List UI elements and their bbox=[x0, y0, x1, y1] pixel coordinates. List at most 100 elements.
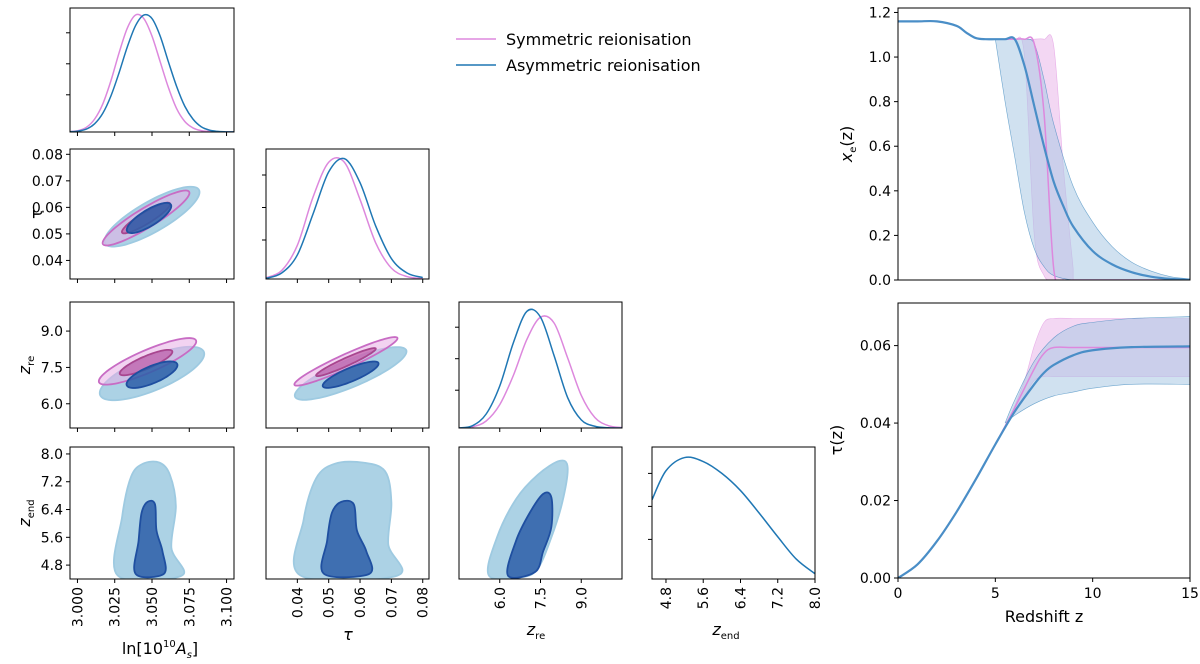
tauz-y-label: τ(z) bbox=[827, 425, 846, 456]
y-tick-label: 0.08 bbox=[32, 147, 63, 163]
zend-x-label: zend bbox=[711, 620, 739, 642]
symmetric-reionisation-curve bbox=[266, 156, 423, 279]
y-tick-label: 7.5 bbox=[41, 360, 63, 376]
symmetric-reionisation-curve bbox=[70, 13, 234, 132]
x-tick-label: 8.0 bbox=[808, 587, 824, 609]
asymmetric-68-contour bbox=[506, 491, 554, 579]
asymmetric-reionisation-curve bbox=[652, 456, 815, 575]
y-tick-label: 8.0 bbox=[41, 447, 63, 463]
asymmetric-68-contour bbox=[133, 499, 167, 579]
x-tick-label: 7.2 bbox=[771, 587, 787, 609]
x-tick-label: 0.06 bbox=[353, 587, 369, 618]
tau-1d-posterior-panel bbox=[266, 156, 423, 279]
x-tick-label: 9.0 bbox=[574, 587, 590, 609]
zend-vs-tau-contour-panel bbox=[292, 460, 404, 579]
tauz-frame bbox=[897, 302, 1191, 579]
x-tick-label: 4.8 bbox=[659, 587, 675, 609]
x-tick-label: 3.075 bbox=[182, 587, 198, 627]
tau-y-label: τ bbox=[27, 209, 46, 219]
x-tick-label: 3.025 bbox=[108, 587, 124, 627]
y-tick-label: 0.06 bbox=[860, 339, 891, 355]
zend-x-ticks: 4.8 5.6 6.4 7.2 8.0 bbox=[659, 579, 824, 609]
zre-x-ticks: 6.0 7.5 9.0 bbox=[493, 579, 590, 609]
y-tick-label: 0.2 bbox=[869, 228, 891, 244]
tau-1d-frame bbox=[265, 148, 430, 280]
y-tick-label: 6.4 bbox=[41, 503, 63, 519]
xe-frame bbox=[897, 7, 1191, 281]
x-tick-label: 0.08 bbox=[416, 587, 432, 618]
one-d-panel-ticks bbox=[66, 32, 652, 540]
zend-y-label: zend bbox=[15, 499, 37, 527]
x-tick-label: 0.04 bbox=[290, 587, 306, 618]
x-tick-label: 15 bbox=[1181, 586, 1199, 602]
asymmetric-68-contour bbox=[320, 499, 374, 579]
legend-symmetric-label: Symmetric reionisation bbox=[506, 30, 692, 49]
y-tick-label: 9.0 bbox=[41, 324, 63, 340]
y-tick-label: 0.07 bbox=[32, 174, 63, 190]
x-tick-label: 0.05 bbox=[322, 587, 338, 618]
legend-asymmetric-label: Asymmetric reionisation bbox=[506, 56, 701, 75]
as-x-ticks: 3.000 3.025 3.050 3.075 3.100 bbox=[70, 579, 236, 627]
legend: Symmetric reionisation Asymmetric reioni… bbox=[456, 30, 701, 75]
x-tick-label: 5.6 bbox=[696, 587, 712, 609]
y-tick-label: 4.8 bbox=[41, 558, 63, 574]
y-tick-label: 0.05 bbox=[32, 227, 63, 243]
asymmetric-reionisation-band bbox=[994, 38, 1190, 280]
asymmetric-reionisation-curve bbox=[266, 157, 423, 279]
x-tick-label: 7.5 bbox=[534, 587, 550, 609]
xe-y-label: xe(z) bbox=[837, 126, 859, 164]
asymmetric-68-contour bbox=[125, 360, 179, 389]
zre-1d-posterior-panel bbox=[459, 308, 622, 428]
tauz-y-ticks: 0.06 0.04 0.02 0.00 bbox=[860, 339, 898, 587]
redshift-x-ticks: 0 5 10 15 bbox=[894, 578, 1199, 602]
x-tick-label: 3.050 bbox=[145, 587, 161, 627]
x-tick-label: 3.100 bbox=[220, 587, 236, 627]
redshift-x-label: Redshift z bbox=[1005, 607, 1083, 626]
as-x-label: ln[1010As] bbox=[122, 639, 198, 661]
zend-vs-zre-contour-panel bbox=[486, 459, 569, 579]
xe-panel bbox=[898, 19, 1190, 280]
xe-y-ticks: 1.2 1.0 0.8 0.6 0.4 0.2 0.0 bbox=[869, 5, 898, 289]
x-tick-label: 6.0 bbox=[493, 587, 509, 609]
asymmetric-reionisation-line bbox=[898, 19, 1190, 280]
y-tick-label: 7.2 bbox=[41, 475, 63, 491]
y-tick-label: 0.0 bbox=[869, 273, 891, 289]
y-tick-label: 6.0 bbox=[41, 397, 63, 413]
y-tick-label: 0.6 bbox=[869, 139, 891, 155]
symmetric-reionisation-curve bbox=[459, 315, 622, 428]
asymmetric-reionisation-band bbox=[1004, 316, 1190, 424]
asymmetric-reionisation-line bbox=[898, 345, 1190, 578]
y-tick-label: 1.2 bbox=[869, 5, 891, 21]
zre-vs-as-contour-panel bbox=[97, 337, 206, 402]
x-tick-label: 0 bbox=[894, 586, 903, 602]
y-tick-label: 0.00 bbox=[860, 571, 891, 587]
asymmetric-68-contour bbox=[321, 360, 380, 389]
zre-vs-tau-frame bbox=[265, 301, 430, 429]
as-1d-posterior-panel bbox=[70, 13, 234, 132]
x-tick-label: 6.4 bbox=[733, 587, 749, 609]
zre-x-label: zre bbox=[526, 620, 545, 642]
asymmetric-reionisation-curve bbox=[459, 308, 622, 428]
y-tick-label: 0.04 bbox=[860, 416, 891, 432]
tauz-panel bbox=[898, 316, 1190, 578]
zre-y-label: zre bbox=[15, 356, 37, 375]
zend-1d-frame bbox=[651, 446, 816, 580]
zre-y-ticks: 9.0 7.5 6.0 bbox=[41, 324, 70, 413]
zre-1d-frame bbox=[458, 301, 623, 429]
y-tick-label: 0.06 bbox=[32, 200, 63, 216]
x-tick-label: 0.07 bbox=[384, 587, 400, 618]
zend-vs-as-contour-panel bbox=[113, 460, 185, 579]
x-tick-label: 10 bbox=[1084, 586, 1102, 602]
zend-vs-tau-frame bbox=[265, 446, 430, 580]
tau-x-label: τ bbox=[343, 625, 353, 644]
asymmetric-68-contour bbox=[125, 201, 173, 234]
tau-y-ticks: 0.08 0.07 0.06 0.05 0.04 bbox=[32, 147, 70, 269]
tau-vs-as-contour-panel bbox=[101, 185, 201, 248]
zend-1d-posterior-panel bbox=[652, 456, 815, 575]
tau-x-ticks: 0.04 0.05 0.06 0.07 0.08 bbox=[290, 579, 432, 618]
x-tick-label: 3.000 bbox=[70, 587, 86, 627]
y-tick-label: 1.0 bbox=[869, 50, 891, 66]
x-tick-label: 5 bbox=[991, 586, 1000, 602]
zre-vs-tau-contour-panel bbox=[293, 336, 408, 401]
